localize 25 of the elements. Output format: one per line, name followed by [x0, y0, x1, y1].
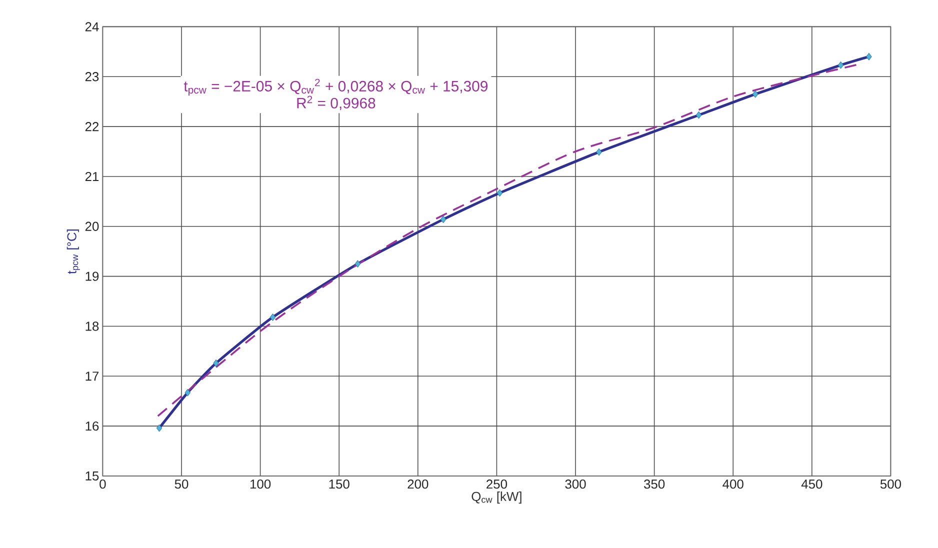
y-tick-label: 16: [86, 421, 99, 431]
y-tick-label: 18: [86, 322, 99, 331]
x-tick-label: 400: [722, 480, 744, 489]
x-tick-label: 500: [880, 480, 902, 489]
y-tick-label: 22: [85, 122, 99, 132]
y-tick-label: 23: [85, 72, 99, 82]
x-tick-label: 50: [174, 480, 188, 489]
x-tick-label: 0: [100, 480, 106, 489]
y-tick-label: 21: [85, 172, 99, 181]
y-axis-title: t$_{pcw}$ [°C]: [66, 230, 80, 274]
y-tick-label: 20: [85, 222, 99, 231]
x-tick-label: 450: [801, 480, 822, 489]
x-axis-title: Q$_{cw}$ [kW]: [472, 492, 522, 504]
x-tick-label: 250: [486, 480, 508, 489]
y-tick-label: 15: [86, 471, 99, 481]
x-tick-label: 300: [565, 480, 586, 489]
x-tick-label: 350: [644, 480, 665, 489]
x-tick-label: 200: [408, 480, 428, 489]
y-tick-label: 19: [86, 272, 99, 281]
y-tick-label: 17: [86, 372, 99, 381]
annotation: R$^{2}$ = 0,9968: [297, 96, 376, 110]
x-tick-label: 100: [250, 480, 271, 489]
annotation: t$_{pcw}$ = −2E-05 × Q$_{cw}$$^{2}$ + 0,0268 × Q$_{cw}$ + 15,309: [184, 78, 488, 96]
x-tick-label: 150: [329, 480, 350, 489]
y-tick-label: 24: [85, 22, 99, 32]
